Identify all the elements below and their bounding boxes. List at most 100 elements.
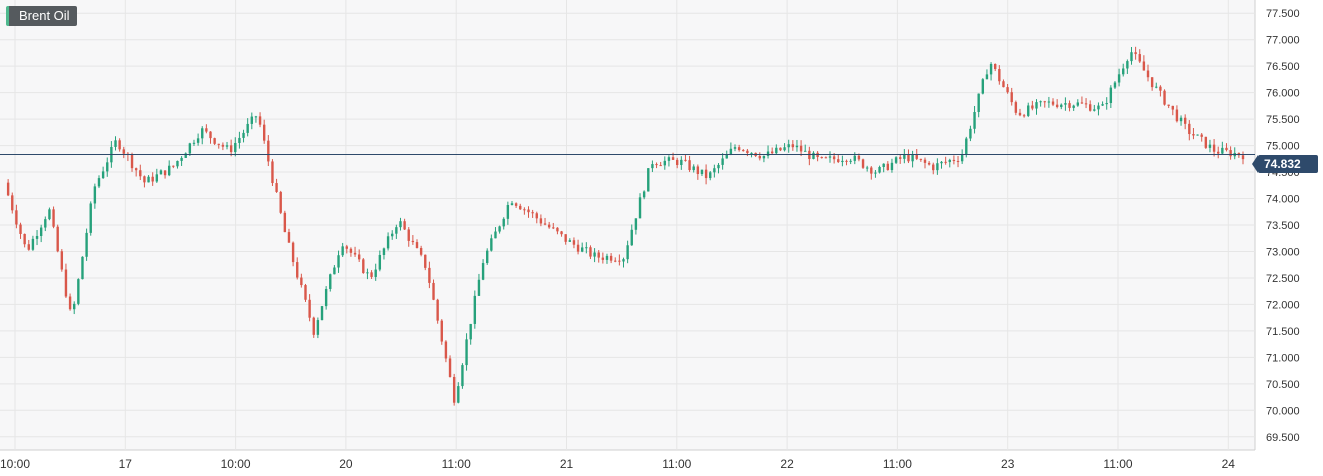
candle-body [469,323,472,340]
candle-body [547,224,551,228]
candle-body [1225,147,1228,151]
candle-body [514,203,518,206]
candle-body [155,174,159,182]
candle-body [333,267,336,275]
candle-body [965,138,968,155]
candle-body [403,221,406,230]
candle-body [242,132,245,138]
candle-body [1055,104,1059,108]
candle-body [721,158,724,165]
candle-body [213,138,216,144]
candle-body [44,219,47,228]
candle-body [696,166,700,175]
candle-body [1142,61,1146,71]
candle-body [1088,104,1092,111]
candle-body [556,227,559,232]
candle-body [1171,105,1174,110]
candle-body [432,282,435,300]
candle-body [490,238,493,251]
candle-body [791,144,795,148]
candle-body [15,210,18,225]
candle-body [1060,104,1063,108]
candle-body [787,144,790,148]
candle-body [841,160,844,163]
candle-body [147,176,150,183]
candle-body [1010,92,1013,103]
candle-body [770,151,774,154]
y-tick-label: 73.500 [1266,220,1300,232]
candle-body [201,128,204,139]
candle-body [419,248,423,255]
candle-body [457,386,460,403]
candle-body [271,161,274,184]
candle-body [35,235,39,239]
candle-body [395,227,398,234]
candle-body [316,320,320,335]
candle-body [481,263,485,280]
candle-body [1109,87,1113,104]
candle-body [424,254,427,268]
candle-body [267,140,270,162]
candle-body [1047,101,1051,103]
candle-body [622,259,625,262]
candle-body [300,277,303,286]
candle-body [742,150,745,152]
candle-body [700,169,704,175]
candle-body [746,150,749,153]
candle-body [23,233,26,245]
candle-body [1159,86,1162,91]
candle-body [324,288,328,307]
candle-body [543,223,547,225]
candle-body [1031,105,1034,109]
candle-body [998,69,1001,82]
candle-body [27,244,30,250]
candle-body [539,218,543,224]
candle-body [329,274,332,289]
candle-body [345,246,348,249]
candle-body [688,160,691,171]
candle-body [486,250,489,264]
candle-body [217,143,220,145]
candle-body [994,63,997,70]
candle-body [849,160,852,162]
candle-body [531,212,534,214]
candle-body [568,240,572,242]
candle-body [89,203,92,233]
candle-body [1200,134,1203,137]
candle-body [192,142,196,144]
candle-body [638,197,642,219]
candle-body [824,157,828,159]
last-price-tag: 74.832 [1252,155,1318,173]
candle-body [52,209,55,227]
candle-body [283,212,287,233]
candle-body [296,262,299,278]
candle-body [865,167,869,169]
candle-body [93,186,97,204]
candle-body [890,162,894,171]
candle-body [502,218,505,227]
candle-body [320,306,324,321]
candle-body [391,233,394,237]
candle-body [114,140,117,147]
candle-body [60,251,64,270]
candle-body [134,168,138,171]
y-axis-area [1255,0,1323,476]
candle-body [436,299,439,321]
y-tick-label: 77.000 [1266,35,1300,47]
candle-body [291,242,295,263]
candle-body [1022,115,1026,117]
candle-body [886,163,890,171]
candle-body [374,269,377,277]
candle-body [911,154,914,162]
candle-body [1229,150,1232,157]
candle-body [981,79,985,94]
candle-body [1006,87,1009,93]
y-tick-label: 76.000 [1266,88,1300,100]
candle-body [366,272,369,274]
candle-body [498,226,501,232]
candle-body [853,155,856,161]
candle-body [903,154,906,159]
candle-body [651,164,654,169]
x-tick-label: 20 [339,457,353,471]
